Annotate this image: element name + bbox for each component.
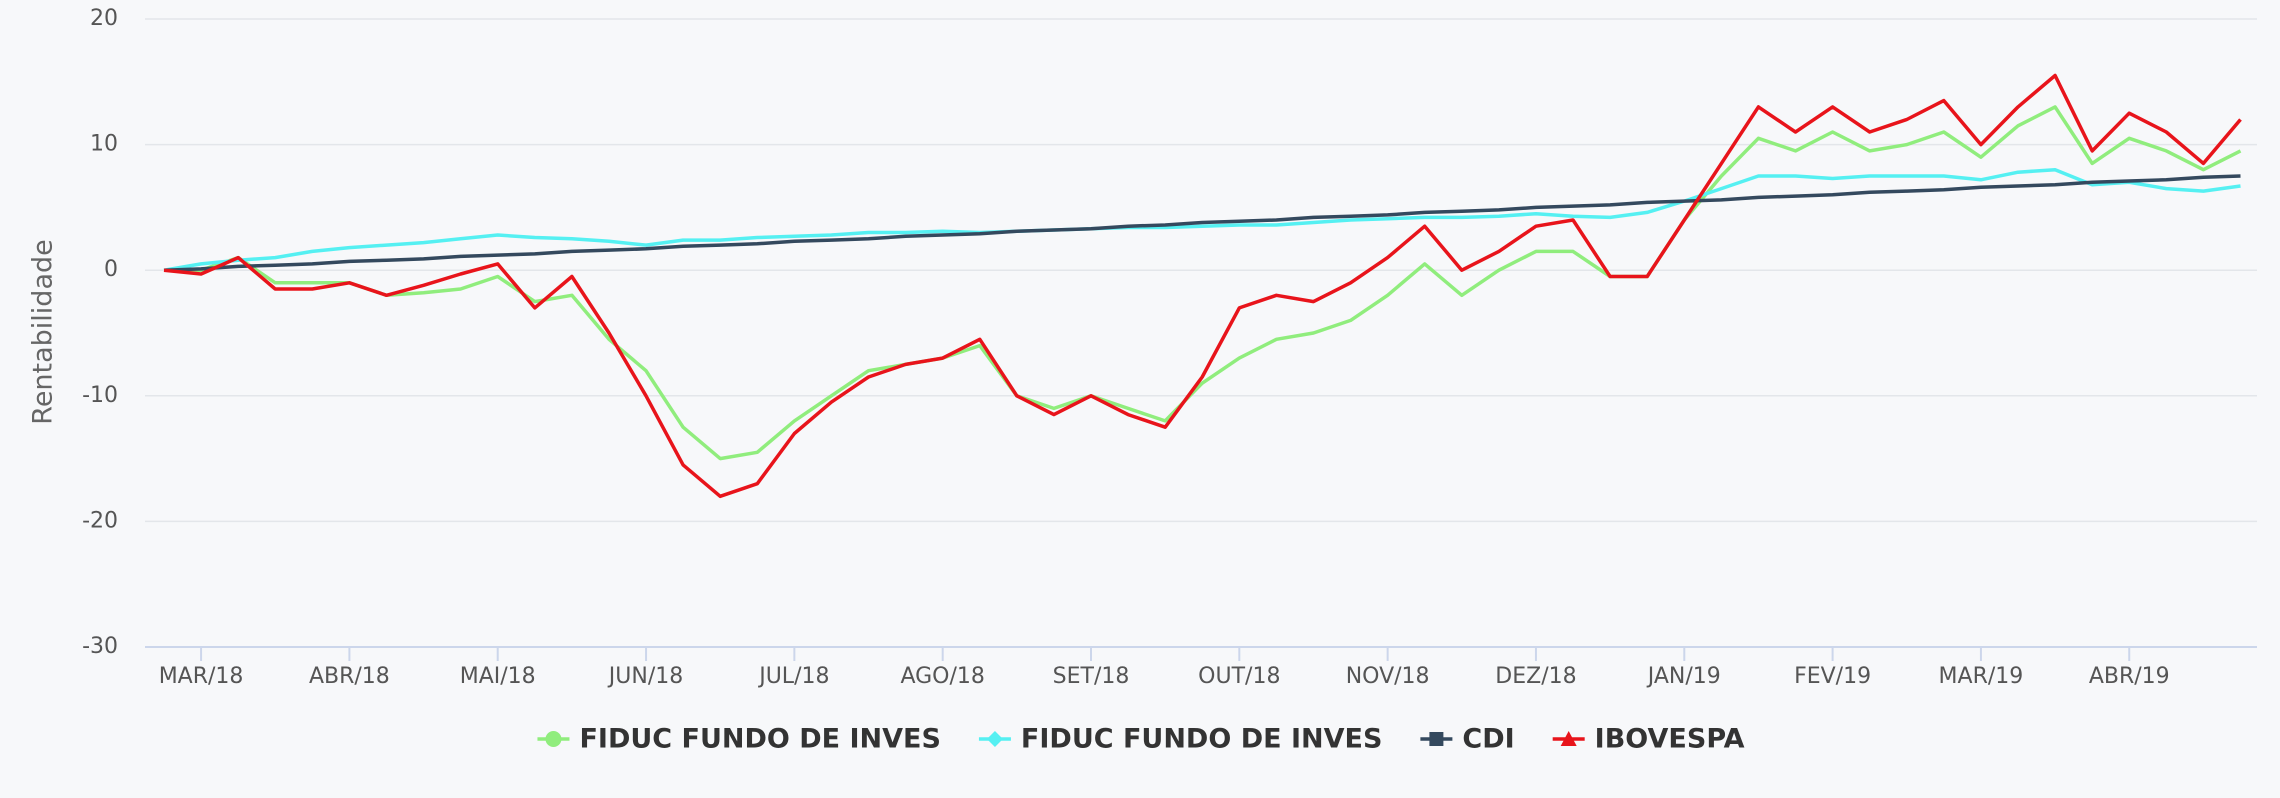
legend-text: FIDUC FUNDO DE INVES [579,724,940,755]
x-tick-label: NOV/18 [1346,664,1430,689]
line-series [163,174,2241,272]
y-tick-label: -30 [82,634,118,659]
line-series [163,167,2241,272]
x-tick-label: SET/18 [1053,664,1130,689]
x-tick-label: FEV/19 [1794,664,1871,689]
y-tick-label: 0 [104,257,118,282]
legend-item: IBOVESPA [1552,724,1745,755]
x-tick-label: JAN/19 [1646,664,1721,689]
legend-text: FIDUC FUNDO DE INVES [1021,724,1382,755]
y-tick-label: 10 [90,132,118,157]
legend-marker [545,731,562,747]
x-tick-label: MAR/18 [159,664,244,689]
x-tick-label: MAR/19 [1939,664,2024,689]
y-tick-label: 20 [90,6,118,31]
legend-item: CDI [1420,724,1515,755]
x-tick-label: AGO/18 [900,664,984,689]
y-tick-label: -10 [82,383,118,408]
legend-marker [1429,732,1444,746]
y-axis-title: Rentabilidade [28,239,59,424]
x-tick-label: ABR/18 [309,664,390,689]
x-tick-label: DEZ/18 [1495,664,1576,689]
x-tick-label: JUN/18 [607,664,683,689]
line-series [163,73,2242,499]
legend-marker [986,731,1003,747]
legend-item: FIDUC FUNDO DE INVES [978,724,1382,755]
legend-item: FIDUC FUNDO DE INVES [537,724,941,755]
legend-text: IBOVESPA [1595,724,1745,755]
legend-marker [1560,731,1577,746]
x-tick-label: ABR/19 [2089,664,2170,689]
x-tick-label: OUT/18 [1198,664,1280,689]
y-tick-label: -20 [82,508,118,533]
line-series [164,105,2242,461]
legend-text: CDI [1462,724,1514,755]
x-tick-label: MAI/18 [460,664,536,689]
x-tick-label: JUL/18 [757,664,829,689]
